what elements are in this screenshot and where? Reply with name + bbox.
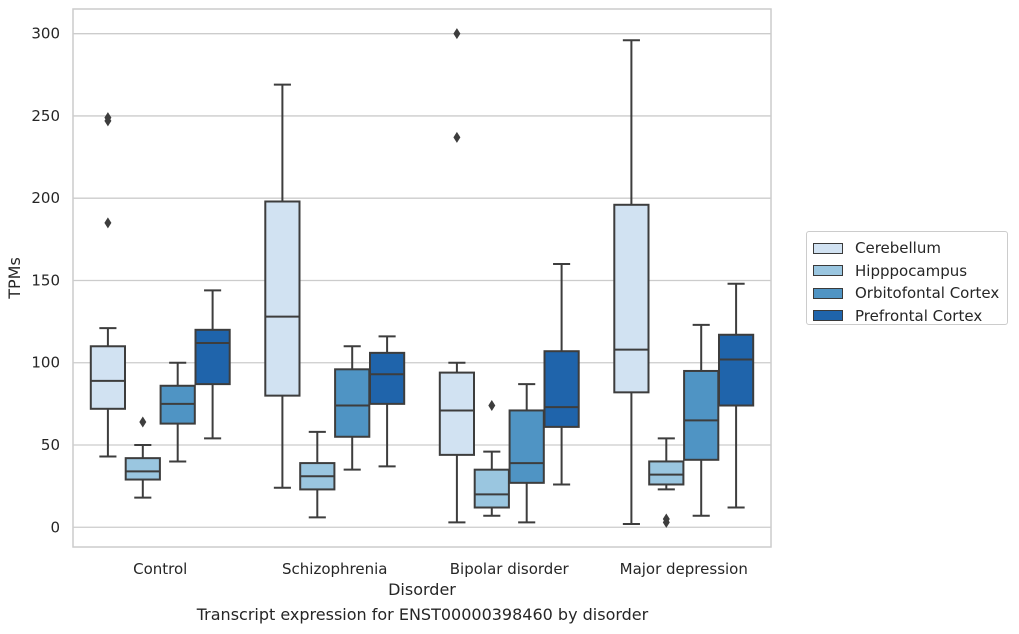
legend-swatch	[813, 310, 843, 322]
outlier-point	[453, 131, 461, 143]
legend-swatch	[813, 287, 843, 299]
legend-label: Orbitofontal Cortex	[855, 284, 1000, 303]
outlier-point	[139, 416, 147, 428]
legend-item: Cerebellum	[813, 237, 1007, 260]
box-3-1	[648, 437, 685, 528]
box-body	[438, 371, 476, 456]
y-tick-label: 150	[31, 271, 60, 289]
outlier-point	[662, 513, 670, 525]
x-tick-label: Schizophrenia	[282, 560, 387, 578]
y-tick-label: 100	[31, 354, 60, 372]
box-0-2	[159, 361, 196, 463]
legend-label: Cerebellum	[855, 239, 941, 258]
legend-item: Orbitofontal Cortex	[813, 282, 1007, 305]
box-body	[194, 328, 231, 386]
legend-swatch	[813, 265, 843, 277]
box-body	[334, 368, 371, 438]
box-body	[89, 345, 127, 410]
box-body	[473, 468, 510, 509]
box-0-3	[194, 289, 231, 440]
box-body	[124, 457, 161, 481]
legend-item: Prefrontal Cortex	[813, 305, 1007, 328]
legend-label: Prefrontal Cortex	[855, 306, 983, 325]
x-axis-label: Disorder	[388, 580, 456, 599]
legend: Cerebellum Hipppocampus Orbitofontal Corte…	[806, 231, 1008, 325]
box-body	[543, 350, 580, 428]
y-tick-label: 250	[31, 107, 60, 125]
box-3-2	[683, 323, 720, 517]
box-1-2	[334, 345, 371, 471]
y-tick-label: 200	[31, 189, 60, 207]
y-tick-label: 300	[31, 25, 60, 43]
outlier-point	[104, 112, 112, 124]
y-axis-label: TPMs	[5, 257, 24, 300]
box-body	[264, 200, 301, 397]
outlier-point	[453, 28, 461, 40]
box-body	[648, 460, 685, 486]
box-body	[683, 369, 720, 461]
y-tick-label: 0	[50, 518, 60, 536]
box-2-1	[473, 400, 510, 517]
box-body	[368, 351, 406, 405]
y-tick-label: 50	[41, 436, 60, 454]
legend-swatch	[813, 242, 843, 254]
x-tick-label: Bipolar disorder	[450, 560, 570, 578]
box-1-0	[264, 83, 301, 489]
x-axis-ticks: Control Schizophrenia Bipolar disorder Majo…	[133, 560, 748, 578]
plot-frame	[72, 8, 772, 548]
outlier-point	[104, 217, 112, 229]
box-0-0	[89, 112, 127, 458]
box-body	[717, 333, 755, 407]
y-axis-ticks: 0 50 100 150 200 250 300	[31, 25, 60, 537]
box-0-1	[124, 416, 161, 499]
box-1-1	[299, 430, 336, 519]
legend-label: Hipppocampus	[855, 261, 968, 280]
box-body	[508, 409, 545, 484]
box-2-3	[543, 263, 580, 486]
box-body	[613, 203, 650, 394]
outlier-point	[488, 400, 496, 412]
x-tick-label: Control	[133, 560, 187, 578]
box-3-3	[717, 282, 755, 509]
box-2-0	[438, 28, 476, 524]
grid-lines	[73, 33, 771, 528]
chart-caption: Transcript expression for ENST0000039846…	[196, 605, 649, 624]
box-layer	[89, 28, 755, 528]
legend-item: Hipppocampus	[813, 260, 1007, 283]
box-3-0	[613, 39, 650, 525]
box-2-2	[508, 383, 545, 524]
x-tick-label: Major depression	[620, 560, 748, 578]
box-1-3	[368, 335, 406, 468]
